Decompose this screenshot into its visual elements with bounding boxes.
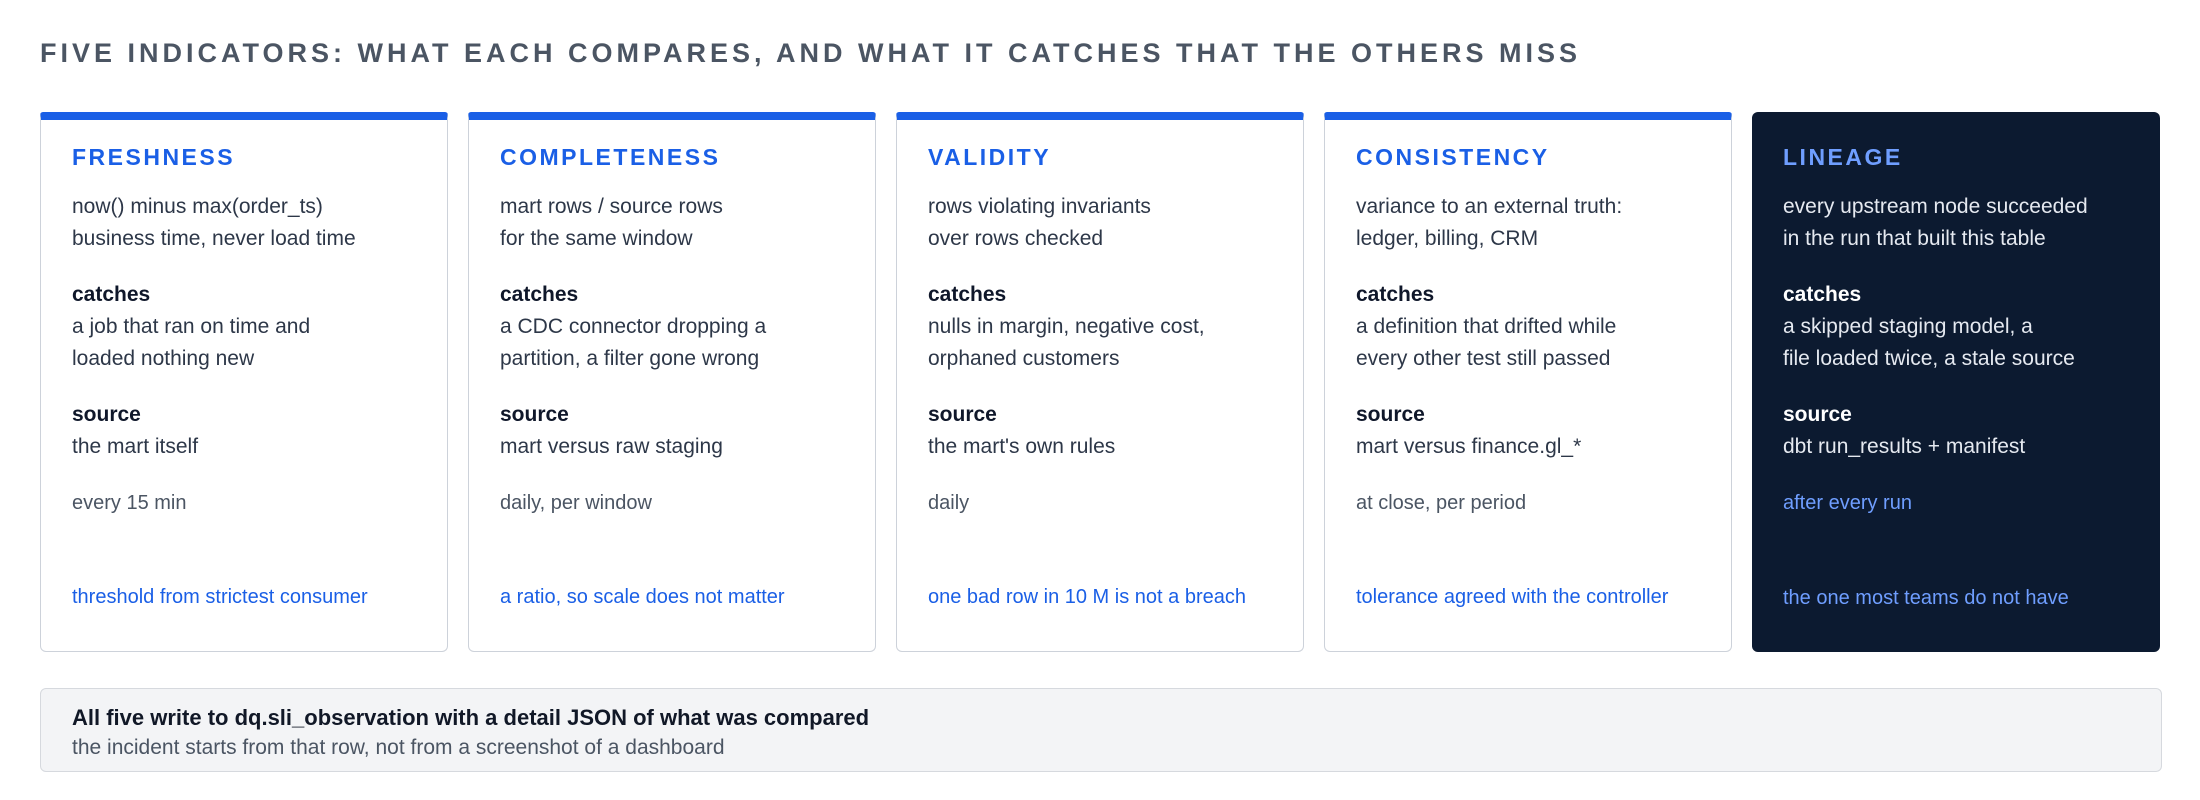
compare-text: now() minus max(order_ts) business time,…	[72, 191, 417, 255]
catches-line: every other test still passed	[1356, 347, 1611, 370]
card-freshness: FRESHNESS now() minus max(order_ts) busi…	[40, 112, 448, 652]
indicator-cards: FRESHNESS now() minus max(order_ts) busi…	[40, 112, 2162, 652]
source-text: the mart itself	[72, 435, 199, 458]
catches-text: a skipped staging model, a file loaded t…	[1783, 311, 2130, 375]
source-label: source	[500, 403, 569, 426]
card-title: FRESHNESS	[72, 144, 236, 170]
compare-line: in the run that built this table	[1783, 227, 2046, 250]
summary-box: All five write to dq.sli_observation wit…	[40, 688, 2162, 772]
card-validity: VALIDITY rows violating invariants over …	[896, 112, 1304, 652]
source-text: dbt run_results + manifest	[1783, 435, 2026, 458]
catches-line: file loaded twice, a stale source	[1783, 347, 2075, 370]
catches-line: nulls in margin, negative cost,	[928, 315, 1205, 338]
card-note: a ratio, so scale does not matter	[500, 586, 785, 608]
compare-line: rows violating invariants	[928, 195, 1151, 218]
catches-line: a definition that drifted while	[1356, 315, 1617, 338]
cadence-text: daily	[928, 492, 970, 514]
card-title: COMPLETENESS	[500, 144, 721, 170]
page-title: FIVE INDICATORS: WHAT EACH COMPARES, AND…	[40, 38, 1581, 68]
card-lineage: LINEAGE every upstream node succeeded in…	[1752, 112, 2160, 652]
catches-label: catches	[500, 283, 579, 306]
compare-text: rows violating invariants over rows chec…	[928, 191, 1273, 255]
compare-line: variance to an external truth:	[1356, 195, 1623, 218]
source-text: mart versus finance.gl_*	[1356, 435, 1582, 458]
compare-line: for the same window	[500, 227, 693, 250]
catches-line: a job that ran on time and	[72, 315, 311, 338]
source-label: source	[72, 403, 141, 426]
cadence-text: daily, per window	[500, 492, 652, 514]
card-note: threshold from strictest consumer	[72, 586, 368, 608]
catches-line: a CDC connector dropping a	[500, 315, 767, 338]
compare-text: mart rows / source rows for the same win…	[500, 191, 845, 255]
source-text: the mart's own rules	[928, 435, 1116, 458]
catches-text: a job that ran on time and loaded nothin…	[72, 311, 417, 375]
catches-label: catches	[928, 283, 1007, 306]
summary-title: All five write to dq.sli_observation wit…	[72, 705, 870, 730]
compare-line: every upstream node succeeded	[1783, 195, 2088, 218]
catches-line: loaded nothing new	[72, 347, 255, 370]
cadence-text: every 15 min	[72, 492, 187, 514]
card-note: the one most teams do not have	[1783, 587, 2069, 609]
source-label: source	[1356, 403, 1425, 426]
compare-line: over rows checked	[928, 227, 1104, 250]
card-consistency: CONSISTENCY variance to an external trut…	[1324, 112, 1732, 652]
compare-text: every upstream node succeeded in the run…	[1783, 191, 2130, 255]
catches-line: partition, a filter gone wrong	[500, 347, 760, 370]
summary-subtitle: the incident starts from that row, not f…	[72, 736, 725, 759]
source-label: source	[928, 403, 997, 426]
card-title: VALIDITY	[928, 144, 1052, 170]
compare-line: now() minus max(order_ts)	[72, 195, 323, 218]
card-title: CONSISTENCY	[1356, 144, 1550, 170]
cadence-text: at close, per period	[1356, 492, 1527, 514]
source-text: mart versus raw staging	[500, 435, 723, 458]
compare-line: ledger, billing, CRM	[1356, 227, 1539, 250]
catches-line: orphaned customers	[928, 347, 1120, 370]
catches-label: catches	[1783, 283, 1862, 306]
catches-text: nulls in margin, negative cost, orphaned…	[928, 311, 1273, 375]
catches-label: catches	[1356, 283, 1435, 306]
card-note: tolerance agreed with the controller	[1356, 586, 1669, 608]
compare-line: business time, never load time	[72, 227, 356, 250]
compare-text: variance to an external truth: ledger, b…	[1356, 191, 1701, 255]
catches-text: a CDC connector dropping a partition, a …	[500, 311, 845, 375]
card-note: one bad row in 10 M is not a breach	[928, 586, 1246, 608]
cadence-text: after every run	[1783, 492, 1912, 514]
catches-text: a definition that drifted while every ot…	[1356, 311, 1701, 375]
catches-label: catches	[72, 283, 151, 306]
card-completeness: COMPLETENESS mart rows / source rows for…	[468, 112, 876, 652]
compare-line: mart rows / source rows	[500, 195, 723, 218]
card-title: LINEAGE	[1783, 144, 1903, 170]
source-label: source	[1783, 403, 1852, 426]
catches-line: a skipped staging model, a	[1783, 315, 2033, 338]
